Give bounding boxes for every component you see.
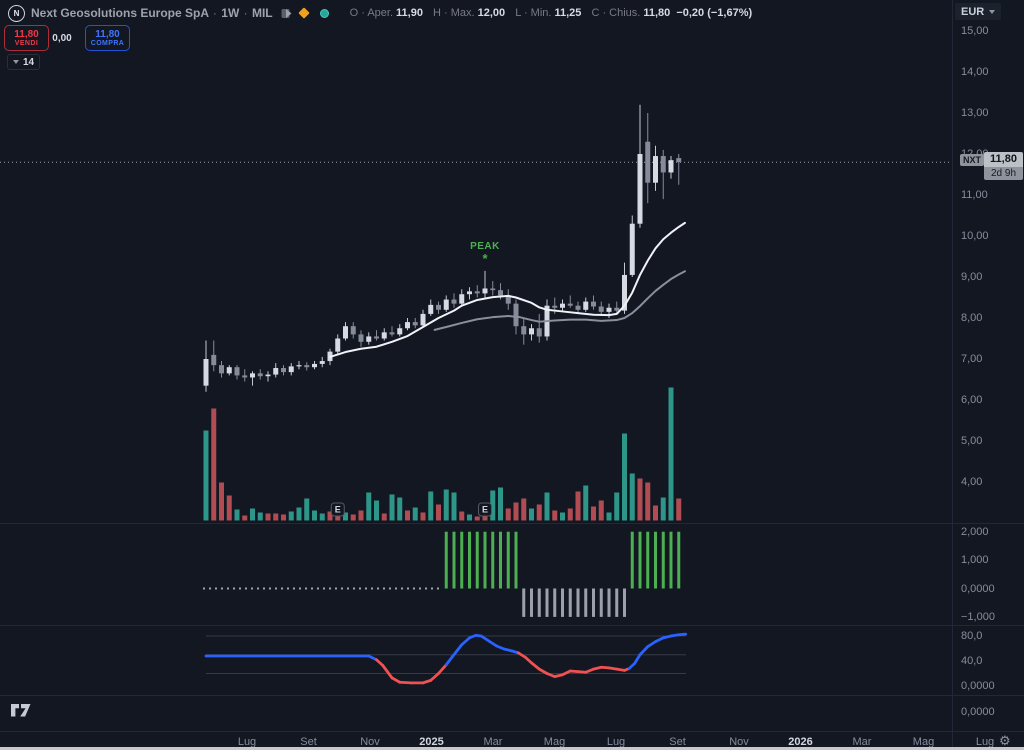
symbol-name: Next Geosolutions Europe SpA — [31, 6, 209, 20]
sell-price: 11,80 — [14, 28, 39, 40]
interval-value: 1W — [221, 6, 240, 20]
high-value: 12,00 — [477, 7, 506, 19]
bar-countdown: 2d 9h — [984, 167, 1023, 181]
oscillator-tick-label: 0,0000 — [961, 680, 995, 692]
price-tick-label: 9,00 — [961, 271, 983, 283]
trade-panel: 11,80 VENDI 0,00 11,80 COMPRA — [4, 25, 130, 51]
price-tick-label: 15,00 — [961, 25, 989, 37]
price-tick-label: 11,00 — [961, 189, 988, 201]
open-value: 11,90 — [396, 7, 423, 19]
ohlc-readout: O · Aper. 11,90 H · Max. 12,00 L · Min. 11,… — [343, 7, 753, 19]
window-bottom-edge — [0, 747, 1024, 750]
delayed-data-icon[interactable] — [297, 7, 310, 19]
gear-icon[interactable]: ⚙ — [999, 733, 1011, 748]
buy-button[interactable]: 11,80 COMPRA — [85, 25, 130, 51]
time-tick-label: Lug — [237, 736, 257, 748]
symbol-logo[interactable]: N — [8, 4, 25, 22]
peak-marker-icon: * — [482, 251, 488, 266]
time-tick-label: 2025 — [419, 736, 444, 748]
high-label: H · Max. — [433, 7, 475, 19]
exchange-value: MIL — [251, 6, 273, 20]
symbol-logo-letter: N — [13, 8, 20, 18]
spread-value: 0,00 — [52, 32, 72, 44]
time-tick-label: Nov — [729, 736, 749, 748]
price-tick-label: 10,00 — [961, 230, 989, 242]
symbol-price-badge[interactable]: NXT — [960, 154, 984, 167]
oscillator-tick-label: 40,0 — [961, 655, 983, 667]
indicator-value-selector[interactable]: 14 — [7, 54, 41, 70]
time-tick-label: Mar — [852, 736, 872, 748]
earnings-badge[interactable] — [330, 502, 345, 517]
time-tick-label: Set — [669, 736, 686, 748]
price-tick-label: 14,00 — [961, 66, 989, 78]
close-label: C · Chius. — [591, 7, 641, 19]
symbol-title[interactable]: Next Geosolutions Europe SpA · 1W · MIL — [31, 6, 273, 20]
indicator-value: 14 — [23, 56, 35, 68]
time-tick-label: Nov — [360, 736, 380, 748]
pane4-tick-label: 0,0000 — [961, 706, 995, 718]
signal-tick-label: 1,000 — [961, 554, 989, 567]
chevron-down-icon — [989, 9, 996, 14]
earnings-badge-letter: E — [482, 505, 488, 515]
last-price-label[interactable]: 11,80 2d 9h — [984, 152, 1023, 181]
open-label: O · Aper. — [349, 7, 394, 19]
price-tick-label: 5,00 — [961, 435, 983, 447]
sell-button[interactable]: 11,80 VENDI — [4, 25, 49, 51]
price-tick-label: 13,00 — [961, 107, 989, 119]
buy-price: 11,80 — [95, 28, 120, 40]
change-value: −0,20 (−1,67%) — [676, 7, 753, 19]
currency-selector[interactable]: EUR — [955, 3, 1002, 20]
time-tick-label: Lug — [606, 736, 626, 748]
buy-label: COMPRA — [90, 39, 125, 47]
low-value: 11,25 — [554, 7, 582, 19]
price-tick-label: 8,00 — [961, 312, 983, 324]
oscillator-tick-label: 80,0 — [961, 630, 983, 642]
last-price-value: 11,80 — [984, 152, 1023, 168]
price-tick-label: 6,00 — [961, 394, 983, 406]
signal-tick-label: 0,0000 — [961, 582, 995, 595]
data-status-icon[interactable] — [319, 8, 329, 18]
close-value: 11,80 — [643, 7, 671, 19]
earnings-badge-letter: E — [335, 505, 341, 515]
time-tick-label: 2026 — [788, 736, 813, 748]
tradingview-logo-icon[interactable] — [10, 703, 32, 723]
time-tick-label: Mar — [483, 736, 503, 748]
signal-tick-label: 2,000 — [961, 525, 989, 538]
market-status-icon — [281, 8, 292, 19]
sell-label: VENDI — [14, 39, 39, 47]
chart-legend: N Next Geosolutions Europe SpA · 1W · MI… — [8, 4, 752, 22]
price-tick-label: 4,00 — [961, 476, 983, 488]
currency-value: EUR — [961, 5, 985, 18]
time-tick-label: Lug — [975, 736, 995, 748]
price-tick-label: 7,00 — [961, 353, 983, 365]
time-tick-label: Mag — [912, 736, 935, 748]
peak-label: PEAK — [470, 241, 500, 252]
separator: · — [212, 6, 217, 20]
low-label: L · Min. — [515, 7, 552, 19]
signal-tick-label: −1,000 — [961, 610, 995, 623]
time-tick-label: Set — [300, 736, 317, 748]
chevron-down-icon — [13, 60, 19, 64]
earnings-badge[interactable] — [478, 502, 492, 517]
time-tick-label: Mag — [543, 736, 566, 748]
separator: · — [243, 6, 248, 20]
